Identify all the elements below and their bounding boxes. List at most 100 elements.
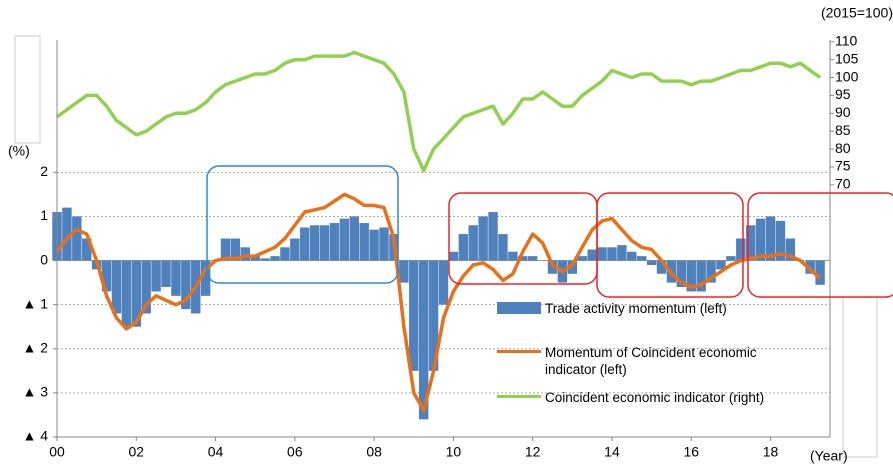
bar xyxy=(775,220,786,261)
axes: ▲ 4 ▲ 3 ▲ 2 ▲ 1 0 12 70 75 80 85 90 95 100 105 110 00 02… xyxy=(22,32,858,459)
bar xyxy=(518,256,528,261)
legend-swatch xyxy=(497,302,541,314)
bar xyxy=(448,251,459,261)
highlight-box xyxy=(747,192,893,298)
y2-axis-label: (2015=100) xyxy=(821,5,893,21)
bar xyxy=(746,225,756,261)
y-tick-label: 2 xyxy=(40,163,48,179)
bar xyxy=(468,225,478,261)
bar xyxy=(319,225,330,261)
bar xyxy=(369,229,379,261)
legend-swatch xyxy=(497,350,541,353)
marks xyxy=(52,50,825,420)
bar xyxy=(82,238,92,261)
bar xyxy=(488,212,498,261)
y2-tick-label: 100 xyxy=(835,68,859,84)
bar xyxy=(627,251,637,261)
bar xyxy=(200,260,211,296)
frame xyxy=(842,296,878,458)
bar xyxy=(755,218,766,261)
bar xyxy=(458,234,469,261)
bar xyxy=(686,260,696,292)
bar xyxy=(438,260,449,305)
x-tick-label: 00 xyxy=(49,444,65,460)
bar xyxy=(62,207,72,261)
bar xyxy=(597,247,607,261)
bar xyxy=(309,225,320,261)
bar xyxy=(181,260,191,310)
y2-tick-label: 105 xyxy=(835,50,859,66)
bar xyxy=(765,216,776,261)
bar xyxy=(418,260,429,420)
y-tick-label: 0 xyxy=(40,251,48,267)
legend-label: Coincident economic indicator (right) xyxy=(545,390,765,405)
x-tick-label: 12 xyxy=(525,444,541,460)
bar xyxy=(815,260,825,285)
highlight-box xyxy=(596,192,744,298)
bar xyxy=(230,238,241,261)
line xyxy=(55,50,822,173)
bar xyxy=(656,260,667,274)
x-tick-label: 14 xyxy=(604,444,620,460)
bar xyxy=(220,238,231,261)
bar xyxy=(428,260,439,371)
bar xyxy=(547,260,558,274)
y2-tick-label: 95 xyxy=(835,86,851,102)
x-tick-label: 06 xyxy=(287,444,303,460)
bar xyxy=(527,256,538,261)
bar xyxy=(250,256,260,261)
bar xyxy=(359,223,369,261)
bar xyxy=(141,260,151,314)
bar xyxy=(260,258,270,261)
bar xyxy=(409,260,419,371)
y2-tick-label: 70 xyxy=(835,176,851,192)
bar xyxy=(498,234,508,261)
bar xyxy=(706,260,716,283)
bar xyxy=(349,216,360,261)
highlight-box xyxy=(206,165,399,284)
y-tick-label: ▲ 4 xyxy=(22,428,48,444)
bar xyxy=(696,260,706,292)
line xyxy=(55,192,822,413)
x-tick-label: 18 xyxy=(763,444,779,460)
bar xyxy=(636,256,647,261)
bar xyxy=(508,251,518,261)
bar xyxy=(72,216,82,261)
x-tick-label: 10 xyxy=(446,444,462,460)
y2-tick-label: 85 xyxy=(835,122,851,138)
y2-tick-label: 110 xyxy=(835,32,858,48)
frame xyxy=(14,35,41,144)
y-tick-label: ▲ 1 xyxy=(22,295,48,311)
y-tick-label: ▲ 3 xyxy=(22,384,48,400)
legend-swatch xyxy=(497,395,541,398)
y2-tick-label: 80 xyxy=(835,140,851,156)
y2-tick-label: 90 xyxy=(835,104,851,120)
bar xyxy=(785,238,796,261)
bar xyxy=(240,247,251,261)
bar xyxy=(399,260,409,283)
bar xyxy=(676,260,687,288)
bar xyxy=(161,260,171,288)
y-tick-label: ▲ 2 xyxy=(22,339,48,355)
legend-label: Momentum of Coincident economic indicato… xyxy=(545,345,757,377)
bar xyxy=(716,260,726,270)
bar xyxy=(300,227,310,261)
x-tick-label: 02 xyxy=(128,444,144,460)
bar xyxy=(290,238,300,261)
bar xyxy=(478,216,488,261)
bar xyxy=(111,260,122,314)
y2-tick-label: 75 xyxy=(835,158,851,174)
bar xyxy=(151,260,161,292)
bar xyxy=(131,260,141,327)
bar xyxy=(121,260,132,327)
bar xyxy=(329,223,340,261)
bar xyxy=(379,227,389,261)
bar xyxy=(567,260,578,274)
bar xyxy=(607,247,617,261)
x-tick-label: 04 xyxy=(208,444,224,460)
bar xyxy=(339,218,350,261)
bar xyxy=(101,260,112,292)
x-axis-label: (Year) xyxy=(810,448,848,464)
